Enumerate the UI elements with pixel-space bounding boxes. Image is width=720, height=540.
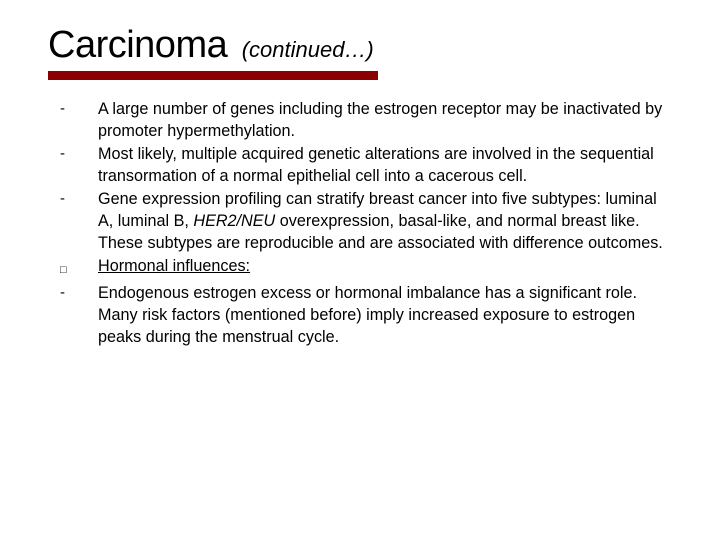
dash-bullet-icon: - xyxy=(56,188,98,210)
title-sub: (continued…) xyxy=(242,37,374,62)
list-item: -Gene expression profiling can stratify … xyxy=(56,188,672,254)
list-item: □Hormonal influences: xyxy=(56,255,672,281)
list-item-text: A large number of genes including the es… xyxy=(98,98,672,142)
dash-bullet-icon: - xyxy=(56,143,98,165)
list-item-text: Most likely, multiple acquired genetic a… xyxy=(98,143,672,187)
square-bullet-icon: □ xyxy=(56,255,98,281)
list-item: -A large number of genes including the e… xyxy=(56,98,672,142)
dash-bullet-icon: - xyxy=(56,98,98,120)
dash-bullet-icon: - xyxy=(56,282,98,304)
slide-container: Carcinoma (continued…) -A large number o… xyxy=(0,0,720,540)
title-underline xyxy=(48,71,378,80)
bullet-list: -A large number of genes including the e… xyxy=(48,98,680,348)
list-item-text: Hormonal influences: xyxy=(98,255,672,277)
list-item: -Endogenous estrogen excess or hormonal … xyxy=(56,282,672,348)
list-item-text: Gene expression profiling can stratify b… xyxy=(98,188,672,254)
title-main: Carcinoma xyxy=(48,24,227,66)
list-item-text: Endogenous estrogen excess or hormonal i… xyxy=(98,282,672,348)
title-area: Carcinoma (continued…) xyxy=(48,24,680,67)
list-item: -Most likely, multiple acquired genetic … xyxy=(56,143,672,187)
